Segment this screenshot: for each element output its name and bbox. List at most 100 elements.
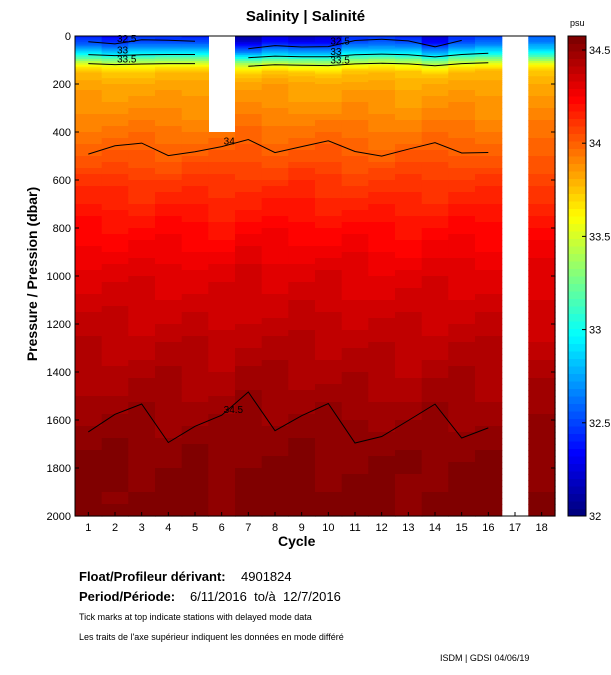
heatmap-cell bbox=[421, 456, 449, 463]
heatmap-cell bbox=[155, 126, 183, 133]
contour-line-32.5 bbox=[88, 39, 196, 45]
colorbar-segment bbox=[568, 298, 586, 307]
heatmap-cell bbox=[475, 47, 503, 50]
heatmap-cell bbox=[528, 90, 556, 97]
heatmap-cell bbox=[128, 402, 156, 409]
heatmap-cell bbox=[315, 198, 343, 205]
heatmap-cell bbox=[101, 348, 129, 355]
heatmap-cell bbox=[448, 246, 476, 253]
heatmap-cell bbox=[528, 204, 556, 211]
heatmap-cell bbox=[315, 51, 343, 54]
heatmap-cell bbox=[75, 408, 103, 415]
heatmap-cell bbox=[528, 378, 556, 385]
heatmap-cell bbox=[128, 462, 156, 469]
heatmap-cell bbox=[315, 276, 343, 283]
heatmap-cell bbox=[155, 396, 183, 403]
heatmap-cell bbox=[448, 96, 476, 103]
heatmap-cell bbox=[368, 258, 396, 265]
heatmap-cell bbox=[181, 342, 209, 349]
heatmap-cell bbox=[128, 276, 156, 283]
heatmap-cell bbox=[368, 108, 396, 115]
colorbar-unit: psu bbox=[570, 18, 585, 28]
heatmap-cell bbox=[368, 486, 396, 493]
heatmap-cell bbox=[181, 144, 209, 151]
heatmap-cell bbox=[315, 96, 343, 103]
heatmap-cell bbox=[421, 162, 449, 169]
heatmap-cell bbox=[128, 80, 156, 83]
heatmap-cell bbox=[421, 84, 449, 91]
heatmap-cell bbox=[341, 264, 369, 271]
heatmap-cell bbox=[475, 37, 503, 41]
heatmap-cell bbox=[395, 49, 423, 52]
heatmap-cell bbox=[368, 498, 396, 505]
heatmap-cell bbox=[315, 480, 343, 487]
heatmap-cell bbox=[128, 64, 156, 68]
heatmap-cell bbox=[181, 39, 209, 43]
heatmap-cell bbox=[235, 132, 263, 139]
colorbar-segment bbox=[568, 448, 586, 457]
heatmap-cell bbox=[128, 234, 156, 241]
heatmap-cell bbox=[235, 138, 263, 145]
heatmap-cell bbox=[235, 174, 263, 181]
heatmap-cell bbox=[421, 198, 449, 205]
heatmap-cell bbox=[75, 78, 103, 81]
heatmap-cell bbox=[208, 192, 236, 199]
heatmap-cell bbox=[101, 480, 129, 487]
heatmap-cell bbox=[181, 138, 209, 145]
heatmap-cell bbox=[528, 82, 556, 85]
x-axis-label: Cycle bbox=[278, 533, 316, 549]
heatmap-cell bbox=[448, 120, 476, 127]
heatmap-cell bbox=[101, 43, 129, 47]
heatmap-cell bbox=[395, 294, 423, 301]
heatmap-cell bbox=[368, 246, 396, 253]
heatmap-cell bbox=[155, 186, 183, 193]
heatmap-cell bbox=[448, 55, 476, 58]
heatmap-cell bbox=[101, 474, 129, 481]
heatmap-cell bbox=[75, 294, 103, 301]
heatmap-cell bbox=[181, 84, 209, 91]
heatmap-cell bbox=[315, 61, 343, 64]
heatmap-cell bbox=[208, 504, 236, 511]
heatmap-cell bbox=[395, 402, 423, 409]
heatmap-cell bbox=[208, 390, 236, 397]
heatmap-cell bbox=[101, 120, 129, 127]
heatmap-cell bbox=[155, 384, 183, 391]
heatmap-cell bbox=[475, 312, 503, 319]
heatmap-cell bbox=[101, 294, 129, 301]
heatmap-cell bbox=[261, 474, 289, 481]
heatmap-cell bbox=[128, 210, 156, 217]
heatmap-cell bbox=[315, 84, 343, 91]
heatmap-cell bbox=[341, 396, 369, 403]
heatmap-cell bbox=[261, 252, 289, 259]
heatmap-cell bbox=[101, 90, 129, 97]
heatmap-cell bbox=[448, 456, 476, 463]
heatmap-cell bbox=[101, 324, 129, 331]
heatmap-cell bbox=[181, 246, 209, 253]
heatmap-cell bbox=[128, 47, 156, 50]
heatmap-cell bbox=[395, 36, 423, 39]
heatmap-cell bbox=[261, 61, 289, 64]
heatmap-cell bbox=[75, 354, 103, 361]
heatmap-cell bbox=[368, 234, 396, 241]
heatmap-cell bbox=[101, 450, 129, 457]
heatmap-cell bbox=[315, 264, 343, 271]
y-tick-label: 200 bbox=[53, 79, 71, 91]
heatmap-cell bbox=[101, 378, 129, 385]
colorbar-segment bbox=[568, 253, 586, 262]
heatmap-cell bbox=[421, 68, 449, 72]
heatmap-cell bbox=[128, 41, 156, 45]
heatmap-cell bbox=[235, 306, 263, 313]
heatmap-cell bbox=[261, 480, 289, 487]
heatmap-cell bbox=[421, 80, 449, 83]
heatmap-cell bbox=[155, 156, 183, 163]
heatmap-cell bbox=[75, 222, 103, 229]
colorbar-segment bbox=[568, 216, 586, 224]
heatmap-cell bbox=[528, 240, 556, 247]
heatmap-cell bbox=[155, 468, 183, 475]
heatmap-cell bbox=[528, 70, 556, 74]
heatmap-cell bbox=[155, 180, 183, 187]
heatmap-cell bbox=[155, 174, 183, 181]
heatmap-cell bbox=[341, 474, 369, 481]
heatmap-cell bbox=[128, 45, 156, 49]
heatmap-cell bbox=[528, 306, 556, 313]
